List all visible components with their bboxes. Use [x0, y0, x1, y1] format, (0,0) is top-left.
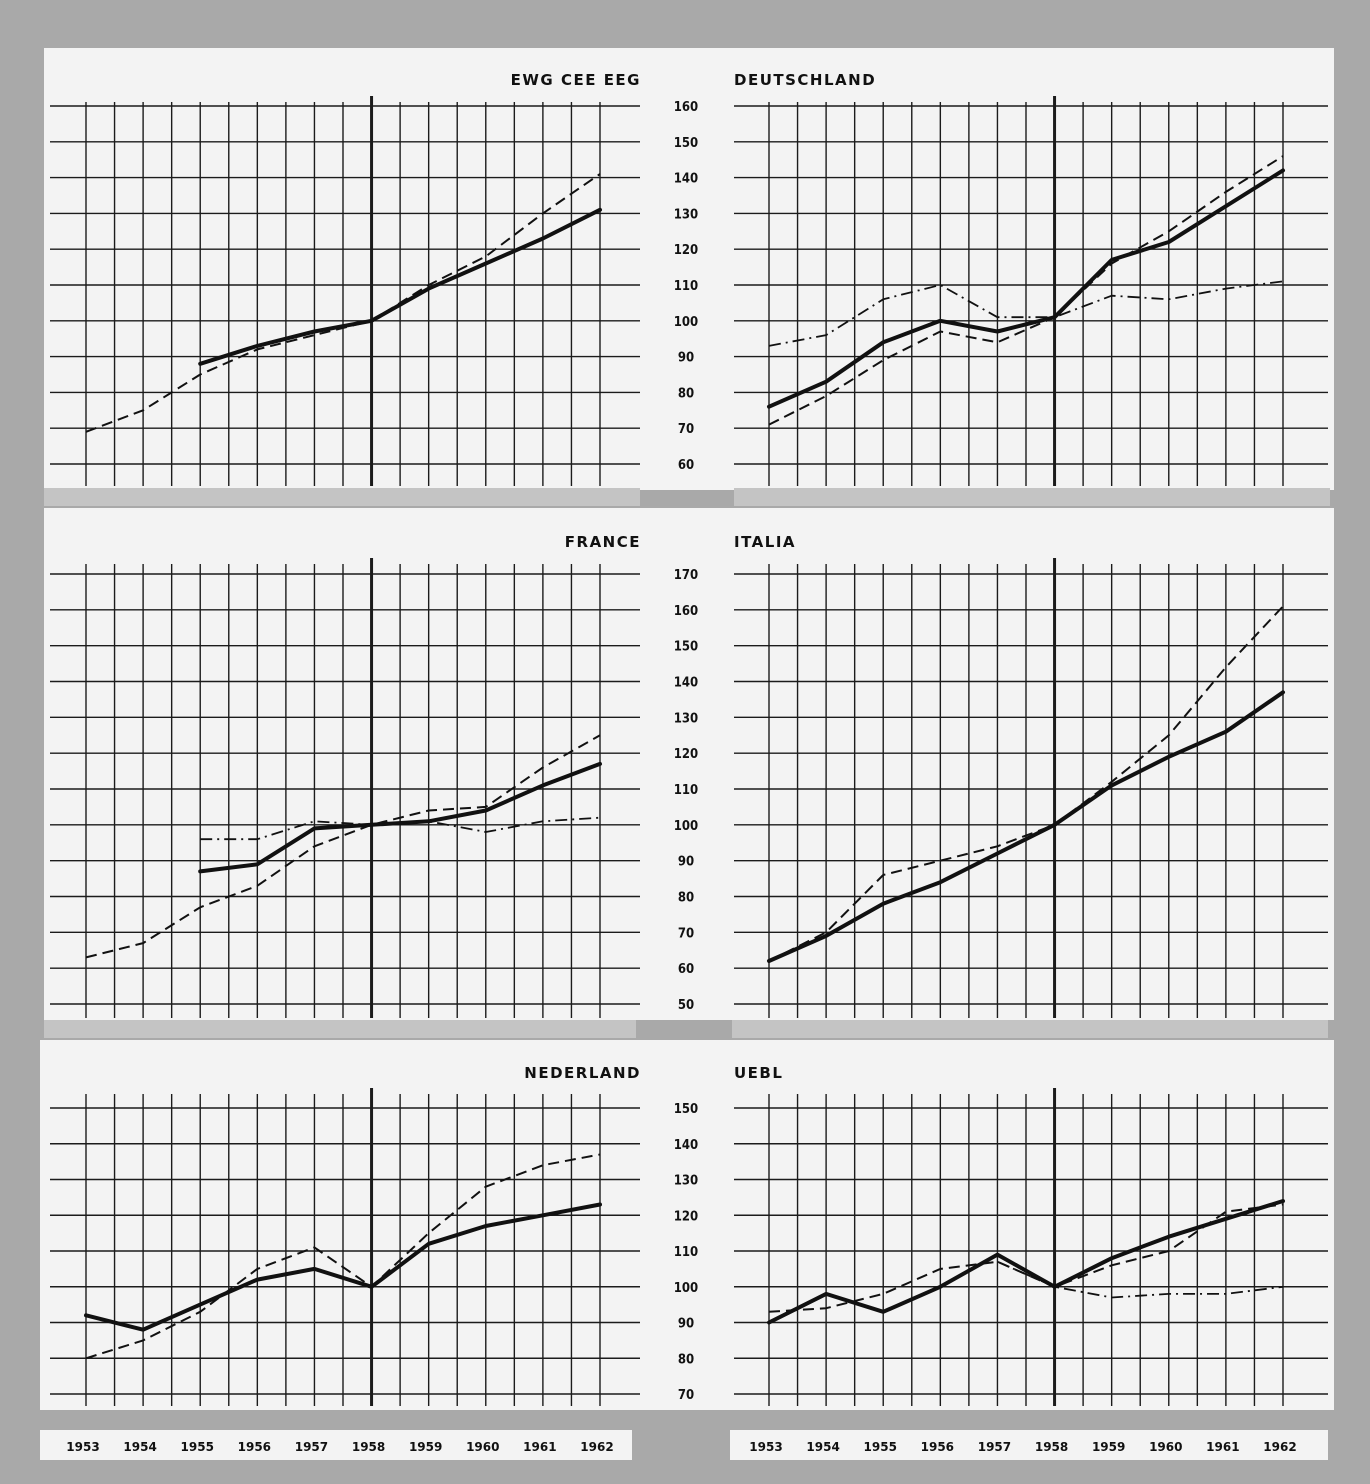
x-year-label: 1954 — [806, 1440, 839, 1454]
y-tick-label: 140 — [674, 172, 698, 187]
y-tick-label: 160 — [674, 100, 698, 115]
y-tick-label: 170 — [674, 568, 698, 583]
x-year-label: 1961 — [1206, 1440, 1239, 1454]
y-tick-label: 70 — [678, 926, 694, 941]
x-year-label: 1962 — [1263, 1440, 1296, 1454]
y-tick-label: 120 — [674, 1209, 698, 1224]
panel-center-3-background — [664, 1040, 1334, 1410]
chart-panel-uebl — [734, 1088, 1328, 1406]
year-bar-left — [40, 1430, 632, 1460]
panel-ewg-background — [44, 48, 664, 490]
y-tick-label: 150 — [674, 640, 698, 655]
y-tick-label: 140 — [674, 676, 698, 691]
x-year-label: 1953 — [66, 1440, 99, 1454]
panel-italia-bottom-strip — [732, 1020, 1328, 1038]
panel-france-background — [44, 508, 664, 1020]
chart-title: NEDERLAND — [524, 1064, 641, 1082]
y-tick-label: 60 — [678, 962, 694, 977]
y-tick-label: 80 — [678, 891, 694, 906]
year-bar-right — [730, 1430, 1328, 1460]
x-year-label: 1957 — [978, 1440, 1011, 1454]
series-line-solid — [767, 1199, 1285, 1325]
chart-panel-france — [50, 558, 640, 1018]
y-tick-label: 150 — [674, 136, 698, 151]
chart-panel-nederland — [50, 1088, 640, 1406]
series-line-solid — [767, 690, 1285, 963]
chart-panel-italia — [734, 558, 1328, 1018]
x-year-label: 1958 — [1035, 1440, 1068, 1454]
series-line-solid — [84, 1202, 602, 1332]
x-year-label: 1956 — [921, 1440, 954, 1454]
y-tick-label: 90 — [678, 351, 694, 366]
y-tick-label: 90 — [678, 855, 694, 870]
y-tick-label: 150 — [674, 1102, 698, 1117]
chart-title: FRANCE — [565, 533, 641, 551]
y-tick-label: 130 — [674, 207, 698, 222]
x-year-label: 1953 — [749, 1440, 782, 1454]
x-year-label: 1960 — [1149, 1440, 1182, 1454]
chart-title: UEBL — [734, 1064, 783, 1082]
series-line-dashed — [85, 734, 601, 959]
chart-title: DEUTSCHLAND — [734, 71, 876, 89]
y-tick-label: 110 — [674, 279, 698, 294]
series-line-dashdot — [997, 1260, 1284, 1299]
panel-france-bottom-strip — [44, 1020, 636, 1038]
y-tick-label: 110 — [674, 783, 698, 798]
x-year-label: 1955 — [864, 1440, 897, 1454]
series-line-solid — [767, 168, 1285, 409]
panel-deutschland-bottom-strip — [734, 488, 1330, 506]
y-tick-label: 110 — [674, 1245, 698, 1260]
x-year-label: 1959 — [409, 1440, 442, 1454]
x-year-label: 1960 — [466, 1440, 499, 1454]
panel-ewg-bottom-strip — [44, 488, 640, 506]
y-tick-label: 70 — [678, 1388, 694, 1403]
y-tick-label: 160 — [674, 604, 698, 619]
y-tick-label: 80 — [678, 386, 694, 401]
x-year-label: 1954 — [123, 1440, 156, 1454]
x-year-label: 1962 — [580, 1440, 613, 1454]
series-line-dashed — [85, 173, 601, 433]
x-year-label: 1959 — [1092, 1440, 1125, 1454]
panel-center-1-background — [664, 48, 1334, 490]
chart-panel-ewg-cee-eeg — [50, 96, 640, 486]
chart-title: ITALIA — [734, 533, 796, 551]
series-line-dashed — [768, 605, 1284, 962]
x-year-label: 1958 — [352, 1440, 385, 1454]
y-tick-label: 140 — [674, 1138, 698, 1153]
series-line-dashed — [85, 1153, 601, 1360]
series-line-solid — [198, 207, 602, 366]
chart-panel-deutschland — [734, 96, 1328, 486]
series-line-dashdot — [200, 816, 601, 841]
x-year-label: 1956 — [238, 1440, 271, 1454]
panel-nederland-background — [40, 1040, 664, 1410]
y-tick-label: 90 — [678, 1317, 694, 1332]
y-tick-label: 120 — [674, 747, 698, 762]
x-year-label: 1961 — [523, 1440, 556, 1454]
y-tick-label: 130 — [674, 1174, 698, 1189]
y-tick-label: 60 — [678, 458, 694, 473]
panel-center-2-background — [664, 508, 1334, 1020]
y-tick-label: 50 — [678, 998, 694, 1013]
series-line-dashed — [768, 1203, 1284, 1313]
y-tick-label: 120 — [674, 243, 698, 258]
x-year-label: 1955 — [181, 1440, 214, 1454]
y-tick-label: 100 — [674, 315, 698, 330]
series-line-dashed — [768, 155, 1284, 426]
y-tick-label: 70 — [678, 422, 694, 437]
y-tick-label: 100 — [674, 819, 698, 834]
y-tick-label: 130 — [674, 711, 698, 726]
y-tick-label: 100 — [674, 1281, 698, 1296]
y-tick-label: 80 — [678, 1352, 694, 1367]
x-year-label: 1957 — [295, 1440, 328, 1454]
chart-title: EWG CEE EEG — [511, 71, 641, 89]
